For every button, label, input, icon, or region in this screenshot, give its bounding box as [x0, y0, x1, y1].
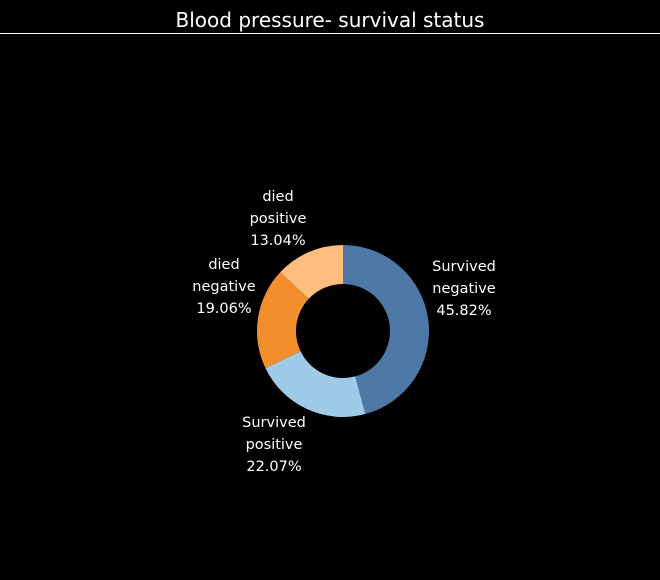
- slice-label-status: negative: [192, 279, 256, 295]
- slice-label-percent: 22.07%: [246, 459, 302, 475]
- slice-label-survived-positive: Survived positive 22.07%: [214, 412, 334, 478]
- slice-label-category: Survived: [432, 259, 496, 275]
- slice-label-category: Survived: [242, 415, 306, 431]
- donut-slice-died-positive: [280, 245, 343, 299]
- donut-slice-survived-negative: [343, 245, 429, 415]
- slice-label-status: positive: [245, 437, 303, 453]
- slice-label-status: negative: [432, 281, 496, 297]
- slice-label-died-positive: died positive 13.04%: [218, 186, 338, 252]
- slice-label-survived-negative: Survived negative 45.82%: [404, 256, 524, 322]
- slice-label-died-negative: died negative 19.06%: [164, 254, 284, 320]
- slice-label-percent: 19.06%: [196, 301, 252, 317]
- donut-slice-died-negative: [257, 272, 309, 369]
- slice-label-status: positive: [249, 211, 307, 227]
- slice-label-category: died: [262, 189, 294, 205]
- slice-label-percent: 45.82%: [436, 303, 492, 319]
- chart-title: Blood pressure- survival status: [175, 8, 485, 32]
- donut-slice-survived-positive: [265, 351, 366, 417]
- chart-title-bar: Blood pressure- survival status: [0, 0, 660, 34]
- slice-label-category: died: [208, 257, 240, 273]
- slice-label-percent: 13.04%: [250, 233, 306, 249]
